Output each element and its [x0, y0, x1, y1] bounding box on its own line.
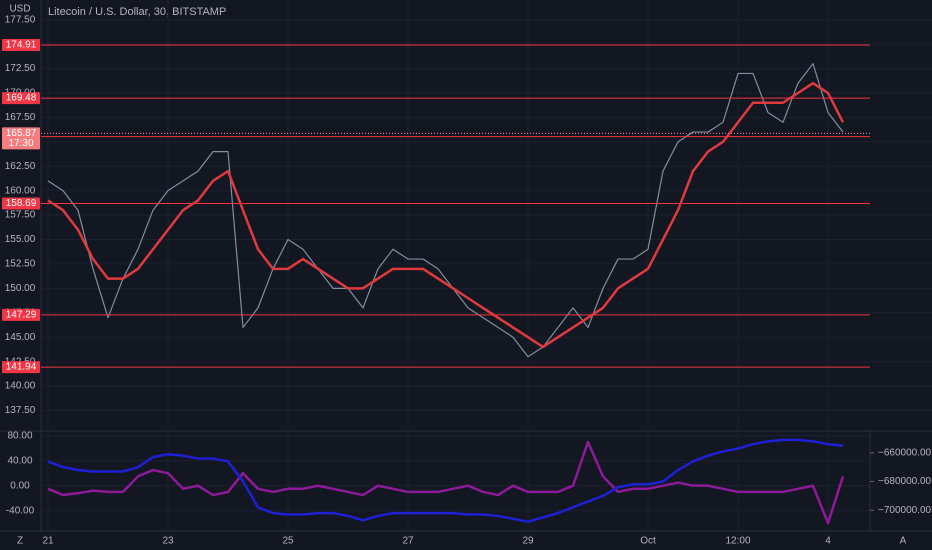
y-tick-label: 40.00: [7, 455, 32, 466]
level-label: 158.69: [6, 198, 37, 209]
series-line: [47, 440, 845, 525]
level-label-box: [2, 197, 40, 210]
y-tick-label: 152.50: [5, 259, 36, 270]
level-label-box: [2, 308, 40, 321]
y2-tick-label: −680000.00: [878, 476, 932, 487]
level-label-box: [2, 39, 40, 52]
y-tick-label: 157.50: [5, 210, 36, 221]
y-tick-label: 162.50: [5, 161, 36, 172]
current-price-box: [2, 127, 40, 150]
y-tick-label: 0.00: [10, 480, 30, 491]
y-tick-label: 145.00: [5, 332, 36, 343]
series-line: [47, 81, 845, 349]
y-tick-label: 177.50: [5, 14, 36, 25]
level-label-box: [2, 92, 40, 105]
z-button[interactable]: Z: [17, 536, 23, 547]
level-label: 169.48: [6, 93, 37, 104]
y-tick-label: 150.00: [5, 283, 36, 294]
y-tick-label: -40.00: [6, 505, 35, 516]
y-tick-label: 172.50: [5, 63, 36, 74]
current-price-label: 165.87: [6, 128, 37, 139]
level-label: 174.91: [6, 40, 37, 51]
x-tick-label: 29: [522, 536, 534, 547]
countdown-label: 17:30: [8, 138, 33, 149]
y-tick-label: 137.50: [5, 405, 36, 416]
x-tick-label: 21: [42, 536, 54, 547]
x-tick-label: 12:00: [725, 536, 750, 547]
y2-tick-label: −660000.00: [878, 447, 932, 458]
x-tick-label: 27: [402, 536, 414, 547]
currency: USD: [9, 4, 30, 15]
y-tick-label: 167.50: [5, 112, 36, 123]
a-button[interactable]: A: [900, 536, 907, 547]
series-line: [47, 63, 844, 358]
y-tick-label: 160.00: [5, 185, 36, 196]
y-tick-label: 155.00: [5, 234, 36, 245]
level-label: 141.94: [6, 362, 37, 373]
y-tick-label: 80.00: [7, 430, 32, 441]
x-tick-label: 23: [162, 536, 174, 547]
x-tick-label: 4: [825, 536, 831, 547]
level-label-box: [2, 361, 40, 374]
x-tick-label: Oct: [640, 536, 656, 547]
x-tick-label: 25: [282, 536, 294, 547]
y2-tick-label: −700000.00: [878, 505, 932, 516]
y-tick-label: 140.00: [5, 381, 36, 392]
chart-title: Litecoin / U.S. Dollar, 30, BITSTAMP: [48, 6, 226, 18]
series-line: [47, 438, 844, 523]
level-label: 147.29: [6, 309, 37, 320]
